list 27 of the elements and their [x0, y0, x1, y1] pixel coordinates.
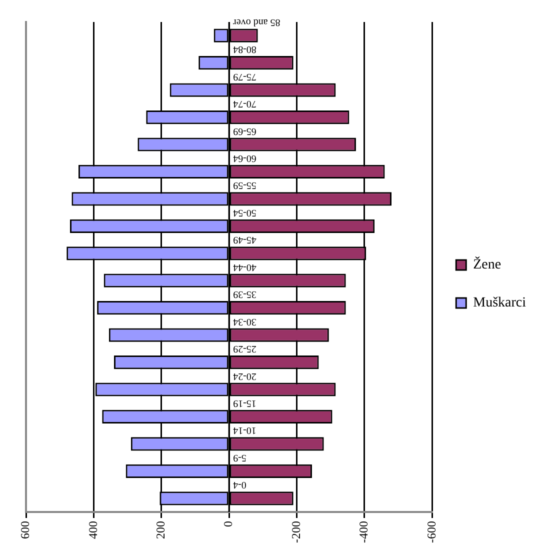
y-tick-label: 70-74: [233, 98, 256, 110]
x-tick-label: -600: [424, 521, 438, 544]
y-tick-label: 40-44: [233, 261, 256, 272]
x-tick-label: 600: [18, 521, 32, 540]
y-tick-label: 10-14: [233, 424, 256, 436]
y-tick-label: 35-39: [233, 288, 256, 300]
y-tick-label: 20-24: [233, 370, 256, 382]
y-tick-label: 30-34: [233, 316, 256, 327]
y-tick-label: 25-29: [233, 343, 256, 354]
legend-label: Muškarci: [473, 296, 526, 311]
legend-label: Žene: [473, 256, 502, 273]
y-tick-label: 65-69: [233, 125, 256, 136]
x-tick-label: 0: [221, 521, 236, 528]
x-tick-label: 200: [154, 521, 168, 540]
x-tick-label: 400: [86, 521, 100, 540]
y-tick-label: 50-54: [233, 206, 256, 218]
y-tick-label: 45-49: [233, 234, 256, 246]
y-tick-label: 60-64: [233, 152, 256, 164]
y-tick-label: 80-84: [233, 44, 256, 55]
y-tick-label: 5-9: [233, 452, 246, 463]
y-tick-label: 55-59: [233, 180, 256, 191]
x-tick-label: -200: [288, 521, 303, 544]
x-tick-label: -400: [356, 521, 371, 544]
y-tick-label: 0-4: [233, 479, 246, 490]
y-tick-label: 15-19: [233, 397, 256, 408]
y-tick-label: 85 and over: [232, 16, 280, 28]
y-tick-label: 75-79: [233, 70, 256, 82]
